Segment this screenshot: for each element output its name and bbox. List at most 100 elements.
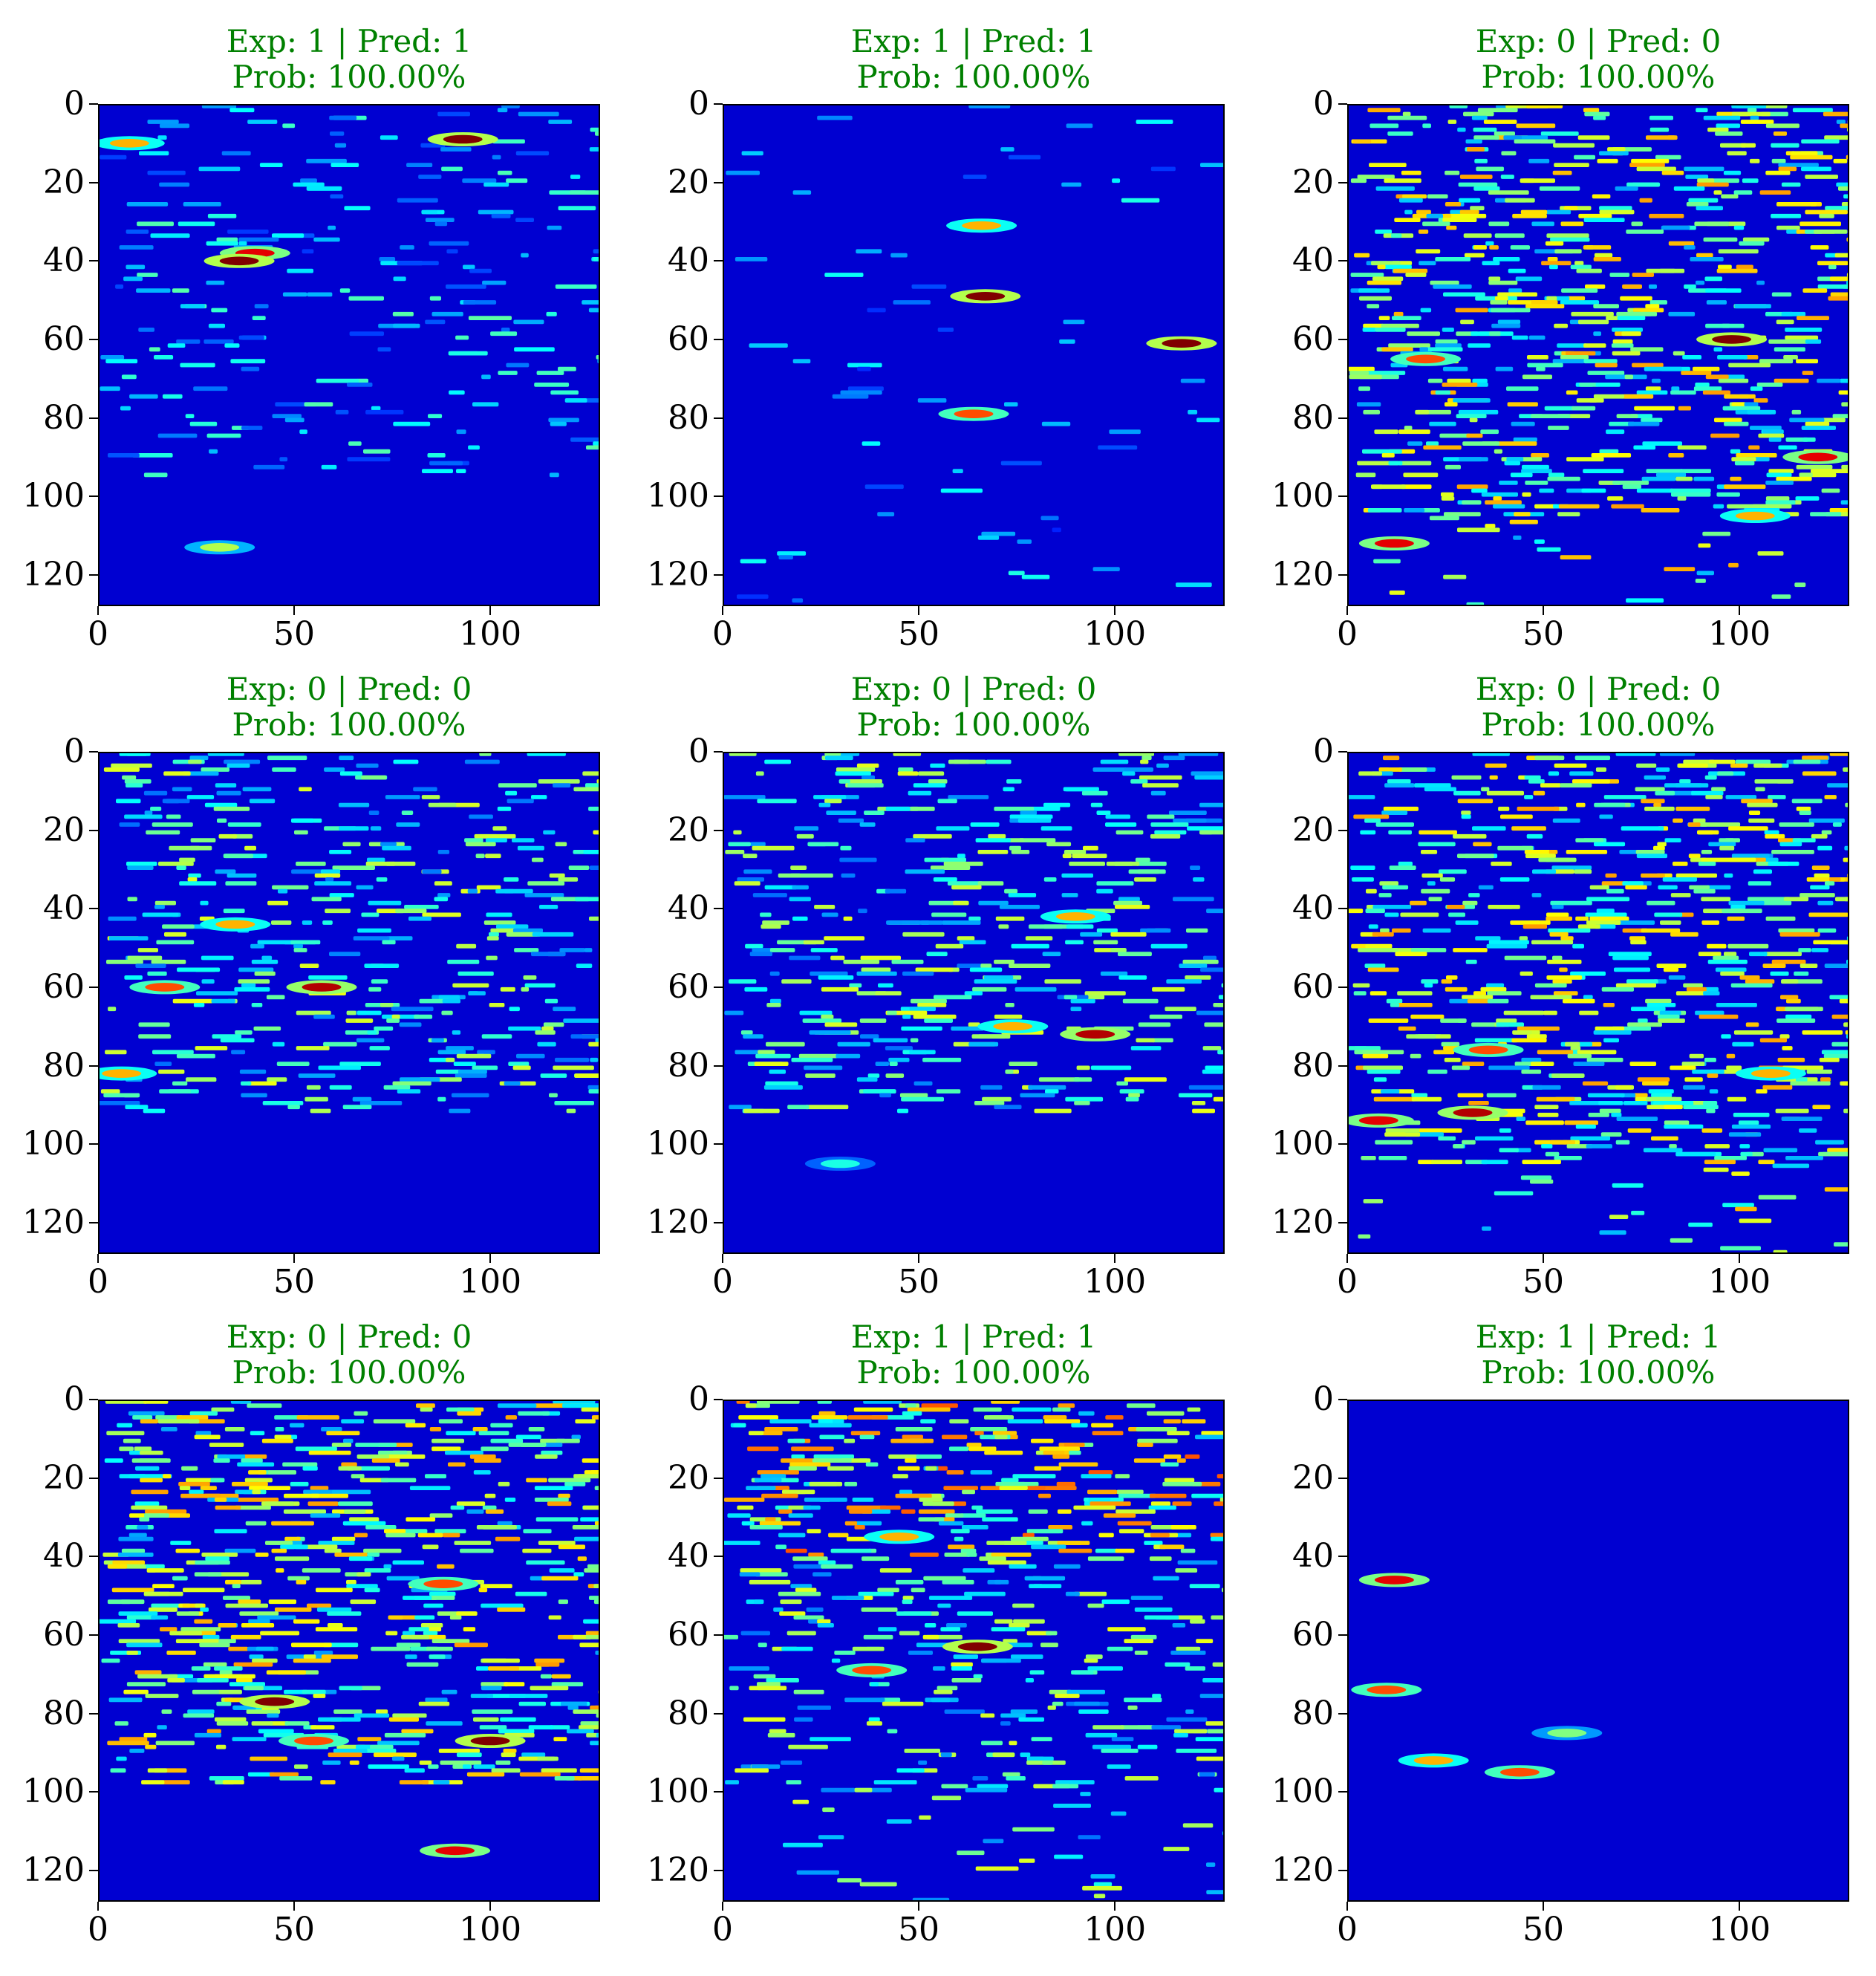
heatmap-cell [1664, 1120, 1690, 1125]
heatmap-cell [247, 1082, 277, 1086]
heatmap-cell [855, 1788, 873, 1793]
heatmap-cell [864, 1635, 893, 1639]
heatmap-cell [755, 1054, 790, 1059]
heatmap-cell [296, 1446, 337, 1451]
heatmap-cell [1486, 984, 1504, 988]
heatmap-cell [364, 963, 399, 968]
heatmap-cell [157, 1725, 166, 1729]
heatmap-cell [1586, 1144, 1612, 1148]
heatmap-cell [1387, 116, 1427, 120]
y-tick [89, 1634, 98, 1636]
heatmap-cell [1627, 1022, 1662, 1027]
heatmap-cell [890, 253, 908, 258]
heatmap-cell [1726, 795, 1757, 799]
heatmap-cell [1774, 379, 1809, 383]
heatmap-cell [1703, 1101, 1717, 1105]
heatmap-cell [541, 1451, 562, 1455]
heatmap-cell [1426, 441, 1439, 446]
heatmap-cell [1829, 877, 1840, 882]
heatmap-cell [980, 1714, 994, 1718]
heatmap-cell [227, 874, 257, 878]
heatmap-cell [1412, 1097, 1442, 1102]
heatmap-cell [341, 1463, 357, 1467]
heatmap-cell [1178, 1561, 1218, 1565]
heatmap-cell [144, 791, 167, 796]
heatmap-cell [1043, 1415, 1067, 1420]
x-tick [918, 1902, 919, 1911]
y-tick-label: 40 [1252, 244, 1334, 277]
heatmap-cell [258, 1729, 294, 1734]
heatmap-cell [545, 999, 558, 1004]
x-tick-label: 0 [1295, 1266, 1399, 1299]
heatmap-cell [122, 1549, 145, 1553]
y-tick-label: 20 [3, 166, 85, 199]
heatmap-cell [1825, 881, 1834, 885]
heatmap-feature-core [302, 983, 342, 992]
heatmap-cell [1600, 449, 1619, 454]
heatmap-cell [1150, 1533, 1170, 1538]
heatmap-cell [1840, 379, 1849, 383]
heatmap-cell [432, 312, 463, 316]
heatmap-cell [225, 881, 256, 885]
heatmap-cell [854, 1408, 893, 1412]
heatmap-cell [1710, 1089, 1719, 1093]
heatmap-cell [1460, 210, 1479, 215]
heatmap-cell [127, 1682, 166, 1686]
heatmap-cell [749, 1686, 787, 1691]
heatmap-cell [1052, 1702, 1064, 1706]
heatmap-cell [1679, 469, 1711, 473]
heatmap-cell [518, 846, 544, 851]
heatmap-cell [902, 1435, 923, 1440]
heatmap-cell [1717, 269, 1758, 273]
heatmap-cell [1461, 810, 1470, 815]
heatmap-cell [1485, 500, 1522, 504]
heatmap-cell [1387, 779, 1411, 784]
heatmap-cell [887, 1011, 896, 1015]
heatmap-cell [400, 1077, 440, 1082]
heatmap-cell [897, 1109, 908, 1114]
heatmap-cell [1080, 1792, 1090, 1796]
heatmap-cell [1633, 446, 1655, 450]
heatmap-cell [434, 897, 449, 901]
heatmap-cell [368, 1764, 409, 1769]
heatmap-cell [1404, 210, 1413, 215]
y-tick-label: 60 [3, 1619, 85, 1651]
heatmap-cell [1646, 135, 1678, 140]
heatmap-cell [1716, 1003, 1757, 1007]
heatmap-cell [1520, 972, 1533, 976]
heatmap-cell [779, 555, 793, 559]
heatmap-cell [752, 846, 795, 851]
heatmap-cell [1066, 924, 1094, 929]
heatmap-cell [1578, 135, 1610, 140]
heatmap-cell [250, 1654, 264, 1659]
heatmap-cell [1638, 1018, 1648, 1023]
heatmap-cell [410, 1486, 451, 1490]
heatmap-cell [269, 1599, 296, 1604]
heatmap-cell [1419, 261, 1436, 265]
heatmap-cell [1644, 776, 1666, 780]
heatmap-cell [221, 1039, 255, 1043]
heatmap-cell [238, 968, 273, 972]
heatmap-cell [465, 760, 500, 764]
heatmap-cell [1135, 1651, 1148, 1655]
heatmap-cell [1652, 379, 1661, 383]
heatmap-cell [1186, 929, 1208, 933]
heatmap-cell [1136, 862, 1166, 866]
heatmap-cell [320, 1780, 335, 1784]
heatmap-cell [998, 924, 1009, 929]
heatmap-cell [538, 1757, 558, 1761]
heatmap-cell [309, 1451, 351, 1455]
heatmap-cell [457, 1752, 482, 1757]
heatmap-cell [1545, 406, 1574, 411]
heatmap-cell [870, 1682, 879, 1686]
heatmap-cell [1428, 379, 1443, 383]
heatmap-cell [294, 948, 307, 952]
heatmap-cell [1774, 131, 1787, 136]
heatmap-cell [579, 1725, 599, 1729]
heatmap-cell [818, 1623, 834, 1628]
heatmap-cell [1564, 206, 1578, 210]
subplot-title-line2: Prob: 100.00% [98, 59, 600, 95]
heatmap-cell [1553, 819, 1580, 823]
heatmap-cell [138, 1034, 171, 1039]
y-tick-label: 20 [1252, 166, 1334, 199]
